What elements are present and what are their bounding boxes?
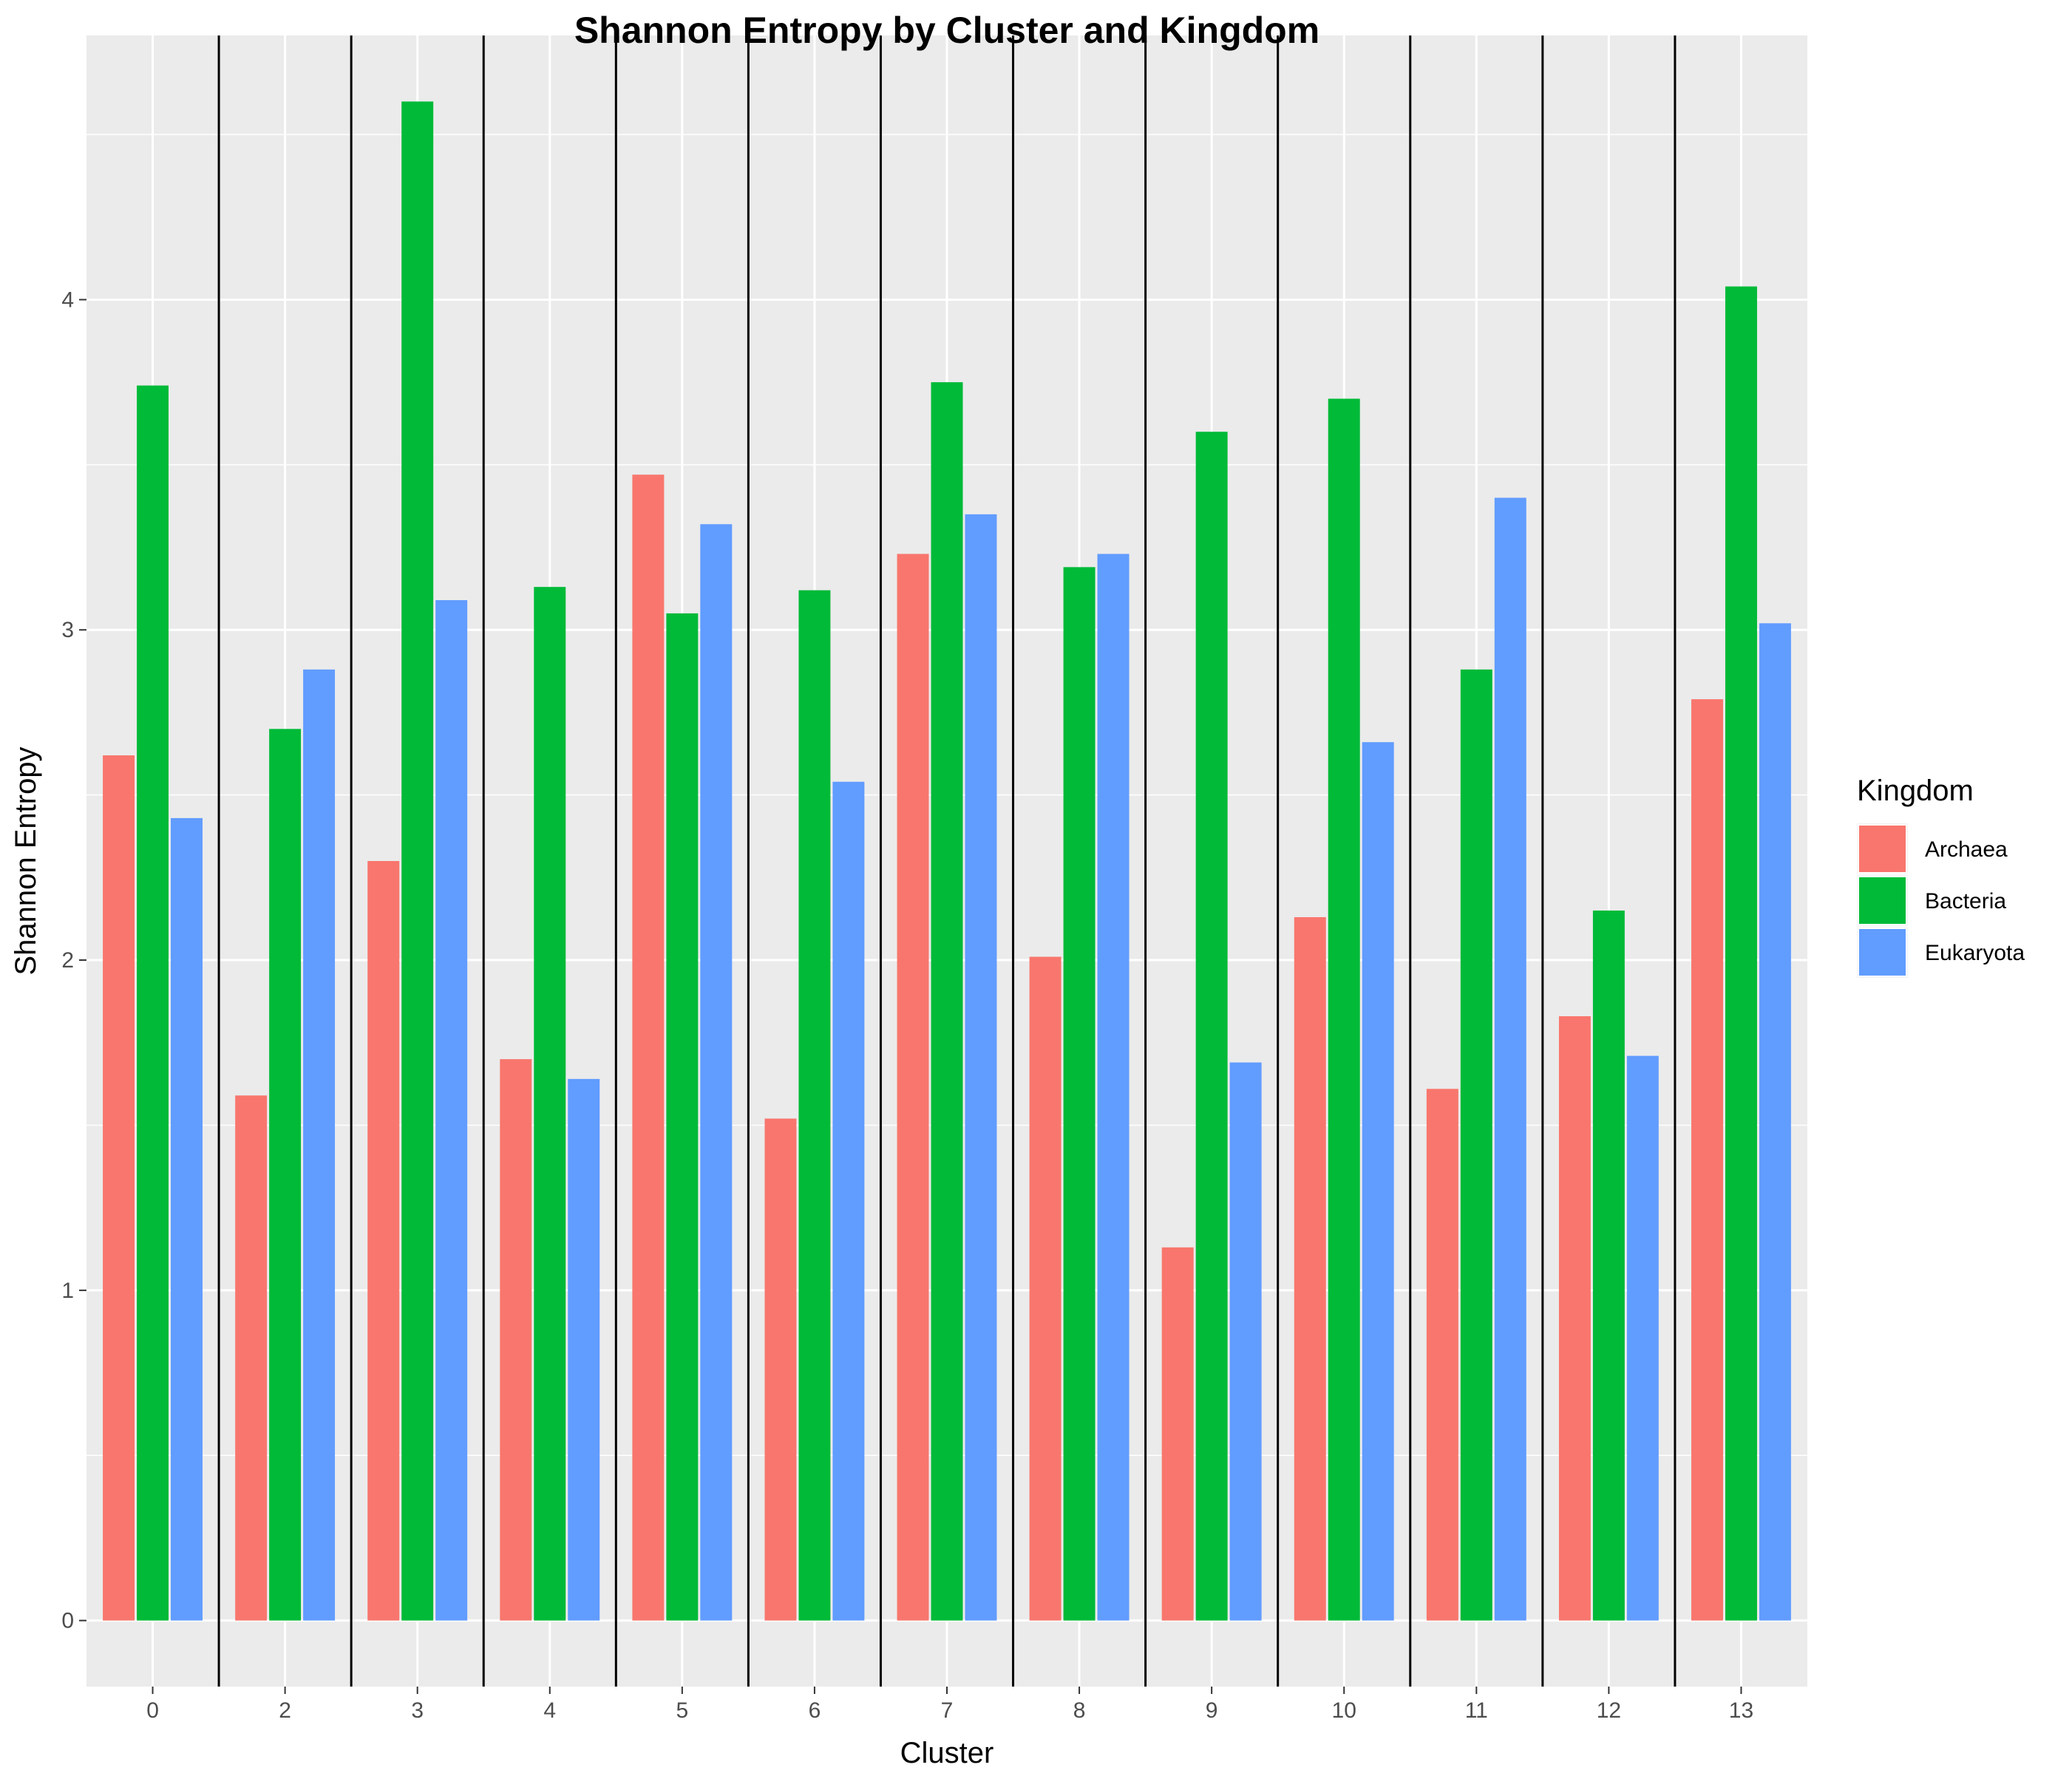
bar-bacteria-cluster-3 xyxy=(401,101,434,1621)
x-axis-title: Cluster xyxy=(900,1737,994,1769)
y-tick-label: 3 xyxy=(61,618,74,642)
x-tick-label: 6 xyxy=(809,1698,821,1723)
bar-bacteria-cluster-8 xyxy=(1063,567,1096,1621)
bar-archaea-cluster-6 xyxy=(764,1118,797,1621)
x-tick-label: 7 xyxy=(941,1698,954,1723)
bar-archaea-cluster-11 xyxy=(1426,1089,1458,1621)
bar-archaea-cluster-8 xyxy=(1029,956,1062,1621)
bar-archaea-cluster-3 xyxy=(367,861,400,1621)
bar-bacteria-cluster-5 xyxy=(666,613,699,1621)
bar-archaea-cluster-13 xyxy=(1691,699,1723,1621)
bar-eukaryota-cluster-0 xyxy=(171,817,203,1621)
bar-eukaryota-cluster-4 xyxy=(568,1078,600,1621)
legend: Kingdom Archaea Bacteria Eukaryota xyxy=(1857,775,2025,978)
bar-eukaryota-cluster-12 xyxy=(1626,1055,1659,1621)
legend-swatch-bacteria xyxy=(1858,876,1907,925)
x-tick-label: 8 xyxy=(1073,1698,1086,1723)
bar-bacteria-cluster-9 xyxy=(1195,432,1228,1621)
bar-eukaryota-cluster-13 xyxy=(1759,623,1791,1621)
legend-title: Kingdom xyxy=(1857,775,1974,807)
y-tick-label: 4 xyxy=(61,288,74,312)
bar-archaea-cluster-5 xyxy=(632,474,665,1621)
legend-label-bacteria: Bacteria xyxy=(1925,889,2006,913)
bar-bacteria-cluster-13 xyxy=(1725,286,1757,1621)
x-tick-label: 2 xyxy=(279,1698,291,1723)
bar-bacteria-cluster-6 xyxy=(798,590,831,1621)
bar-eukaryota-cluster-5 xyxy=(700,524,733,1621)
bar-archaea-cluster-0 xyxy=(103,755,135,1621)
bar-eukaryota-cluster-11 xyxy=(1494,497,1526,1621)
x-tick-label: 11 xyxy=(1465,1698,1488,1723)
bar-bacteria-cluster-7 xyxy=(931,382,963,1621)
bar-archaea-cluster-7 xyxy=(897,554,929,1621)
cluster-separators xyxy=(217,35,1677,1687)
x-tick-label: 13 xyxy=(1729,1698,1753,1723)
bar-archaea-cluster-4 xyxy=(500,1059,532,1621)
bar-eukaryota-cluster-8 xyxy=(1097,554,1130,1621)
legend-label-eukaryota: Eukaryota xyxy=(1925,941,2025,965)
legend-label-archaea: Archaea xyxy=(1925,837,2008,862)
bar-bacteria-cluster-10 xyxy=(1328,398,1360,1621)
bar-archaea-cluster-10 xyxy=(1294,916,1326,1621)
x-tick-label: 5 xyxy=(676,1698,689,1723)
x-tick-label: 10 xyxy=(1332,1698,1356,1723)
legend-items: Archaea Bacteria Eukaryota xyxy=(1857,823,2025,978)
bar-bacteria-cluster-4 xyxy=(534,587,566,1621)
bar-eukaryota-cluster-9 xyxy=(1229,1062,1262,1621)
x-tick-label: 0 xyxy=(146,1698,159,1723)
bar-archaea-cluster-2 xyxy=(235,1095,268,1621)
x-tick-label: 4 xyxy=(543,1698,556,1723)
chart-title: Shannon Entropy by Cluster and Kingdom xyxy=(574,10,1319,51)
bar-bacteria-cluster-11 xyxy=(1460,669,1492,1621)
bar-archaea-cluster-12 xyxy=(1558,1015,1591,1621)
bar-eukaryota-cluster-6 xyxy=(832,781,865,1621)
x-axis: 0 2 3 4 5 6 7 8 9 10 11 12 13 xyxy=(146,1687,1753,1723)
bar-eukaryota-cluster-2 xyxy=(303,669,336,1621)
bar-bacteria-cluster-0 xyxy=(137,385,169,1621)
y-tick-label: 1 xyxy=(61,1279,74,1303)
y-axis: 0 1 2 3 4 xyxy=(61,288,86,1633)
x-tick-label: 12 xyxy=(1597,1698,1621,1723)
legend-swatch-eukaryota xyxy=(1858,928,1907,977)
y-tick-label: 2 xyxy=(61,948,74,973)
y-tick-label: 0 xyxy=(61,1609,74,1633)
bar-eukaryota-cluster-7 xyxy=(965,514,997,1621)
bar-archaea-cluster-9 xyxy=(1161,1247,1194,1621)
bar-bacteria-cluster-2 xyxy=(269,729,302,1621)
x-tick-label: 9 xyxy=(1206,1698,1218,1723)
bars xyxy=(103,101,1791,1621)
bar-bacteria-cluster-12 xyxy=(1592,911,1625,1621)
y-axis-title: Shannon Entropy xyxy=(10,746,42,975)
bar-eukaryota-cluster-10 xyxy=(1362,742,1394,1621)
legend-swatch-archaea xyxy=(1858,824,1907,874)
bar-eukaryota-cluster-3 xyxy=(435,600,468,1621)
x-tick-label: 3 xyxy=(411,1698,424,1723)
